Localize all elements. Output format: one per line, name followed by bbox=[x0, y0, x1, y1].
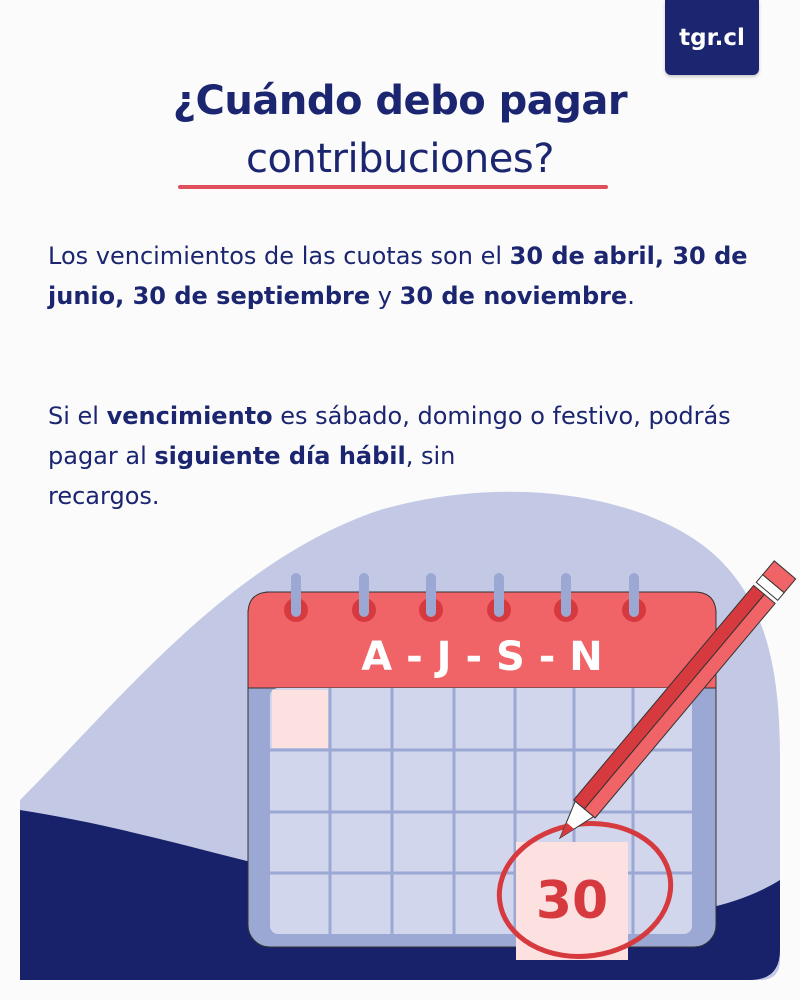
due-dates-paragraph: Los vencimientos de las cuotas son el 30… bbox=[48, 236, 768, 316]
first-day-cell bbox=[272, 690, 328, 748]
day-30: 30 bbox=[536, 871, 608, 931]
holiday-paragraph: Si el vencimiento es sábado, domingo o f… bbox=[48, 396, 768, 516]
text: es sábado, domingo o festivo, podrás pag… bbox=[48, 402, 731, 470]
bold-text: siguiente día hábil bbox=[154, 442, 406, 470]
text: , sin bbox=[405, 442, 456, 470]
text: Si el bbox=[48, 402, 107, 430]
calendar-grid bbox=[270, 688, 692, 934]
title-line-1: ¿Cuándo debo pagar bbox=[172, 78, 628, 124]
text: recargos. bbox=[48, 482, 160, 510]
text: y bbox=[370, 282, 400, 310]
day-30-cell bbox=[516, 842, 628, 960]
bold-text: vencimiento bbox=[106, 402, 273, 430]
brand-badge[interactable]: tgr.cl bbox=[665, 0, 759, 75]
text: Los vencimientos de las cuotas son el bbox=[48, 242, 510, 270]
pencil-icon bbox=[558, 560, 797, 840]
calendar-rings bbox=[284, 573, 646, 622]
calendar-months: A - J - S - N bbox=[361, 634, 602, 680]
bold-dates: 30 de abril, 30 de junio, 30 de septiemb… bbox=[48, 242, 748, 310]
bold-date: 30 de noviembre bbox=[399, 282, 628, 310]
title-line-2: contribuciones? bbox=[246, 136, 554, 182]
title-underline bbox=[178, 185, 608, 189]
text: . bbox=[627, 282, 635, 310]
page-title: ¿Cuándo debo pagar contribuciones? bbox=[0, 72, 800, 188]
